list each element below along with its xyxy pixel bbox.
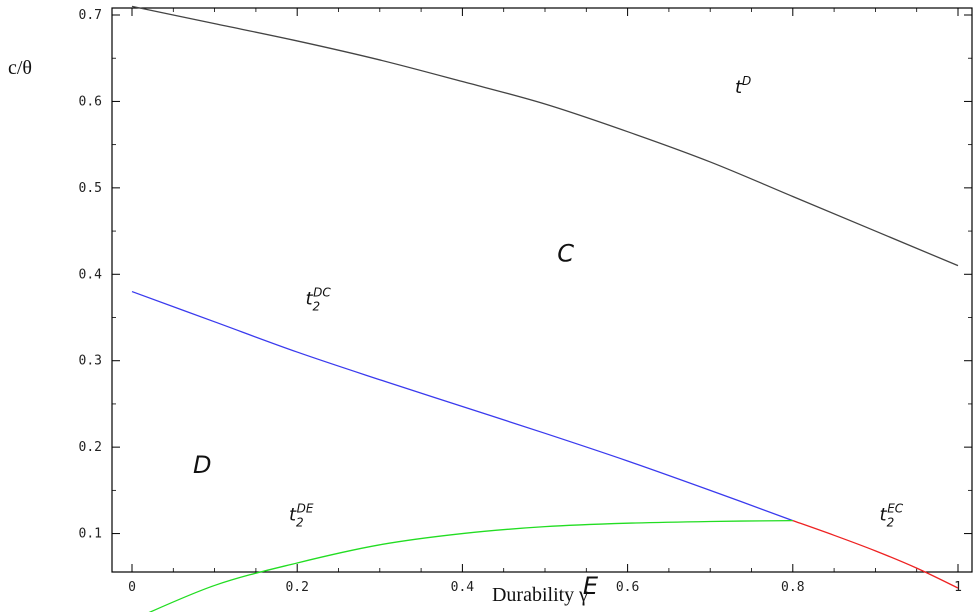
y-tick-label: 0.1 [79, 527, 102, 542]
y-tick-label: 0.5 [79, 181, 102, 196]
curve-label: t2DC [305, 286, 331, 314]
series-line-1 [131, 290, 794, 522]
region-label: E [583, 572, 599, 600]
region-label: C [557, 239, 574, 267]
x-tick-label: 0 [128, 580, 136, 595]
y-tick-label: 0.7 [79, 8, 102, 23]
ticks: 0 0.2 0.4 0.6 0.8 10.10.20.30.40.50.60.7 [79, 8, 972, 595]
y-tick-label: 0.4 [79, 267, 103, 282]
series-line-3 [792, 519, 959, 589]
series-line-2 [148, 519, 793, 612]
plot-frame [111, 7, 973, 573]
series-line-0 [131, 5, 959, 267]
x-tick-label: 0.8 [781, 580, 804, 595]
y-tick-label: 0.2 [79, 440, 102, 455]
x-axis-title: Durability γ [492, 584, 588, 606]
y-tick-label: 0.6 [79, 94, 102, 109]
labels: C D EtD t2DC t2DE t2EC [193, 74, 904, 600]
x-tick-label: 0.6 [616, 580, 639, 595]
curve-label: t2DE [289, 502, 314, 530]
curve-label: tD [735, 74, 751, 98]
x-tick-label: 0.4 [451, 580, 475, 595]
y-tick-label: 0.3 [79, 354, 102, 369]
y-axis-title: c/θ [8, 57, 32, 79]
x-tick-label: 0.2 [285, 580, 308, 595]
region-label: D [193, 451, 211, 479]
curve-label: t2EC [880, 502, 904, 530]
curves [131, 5, 959, 612]
